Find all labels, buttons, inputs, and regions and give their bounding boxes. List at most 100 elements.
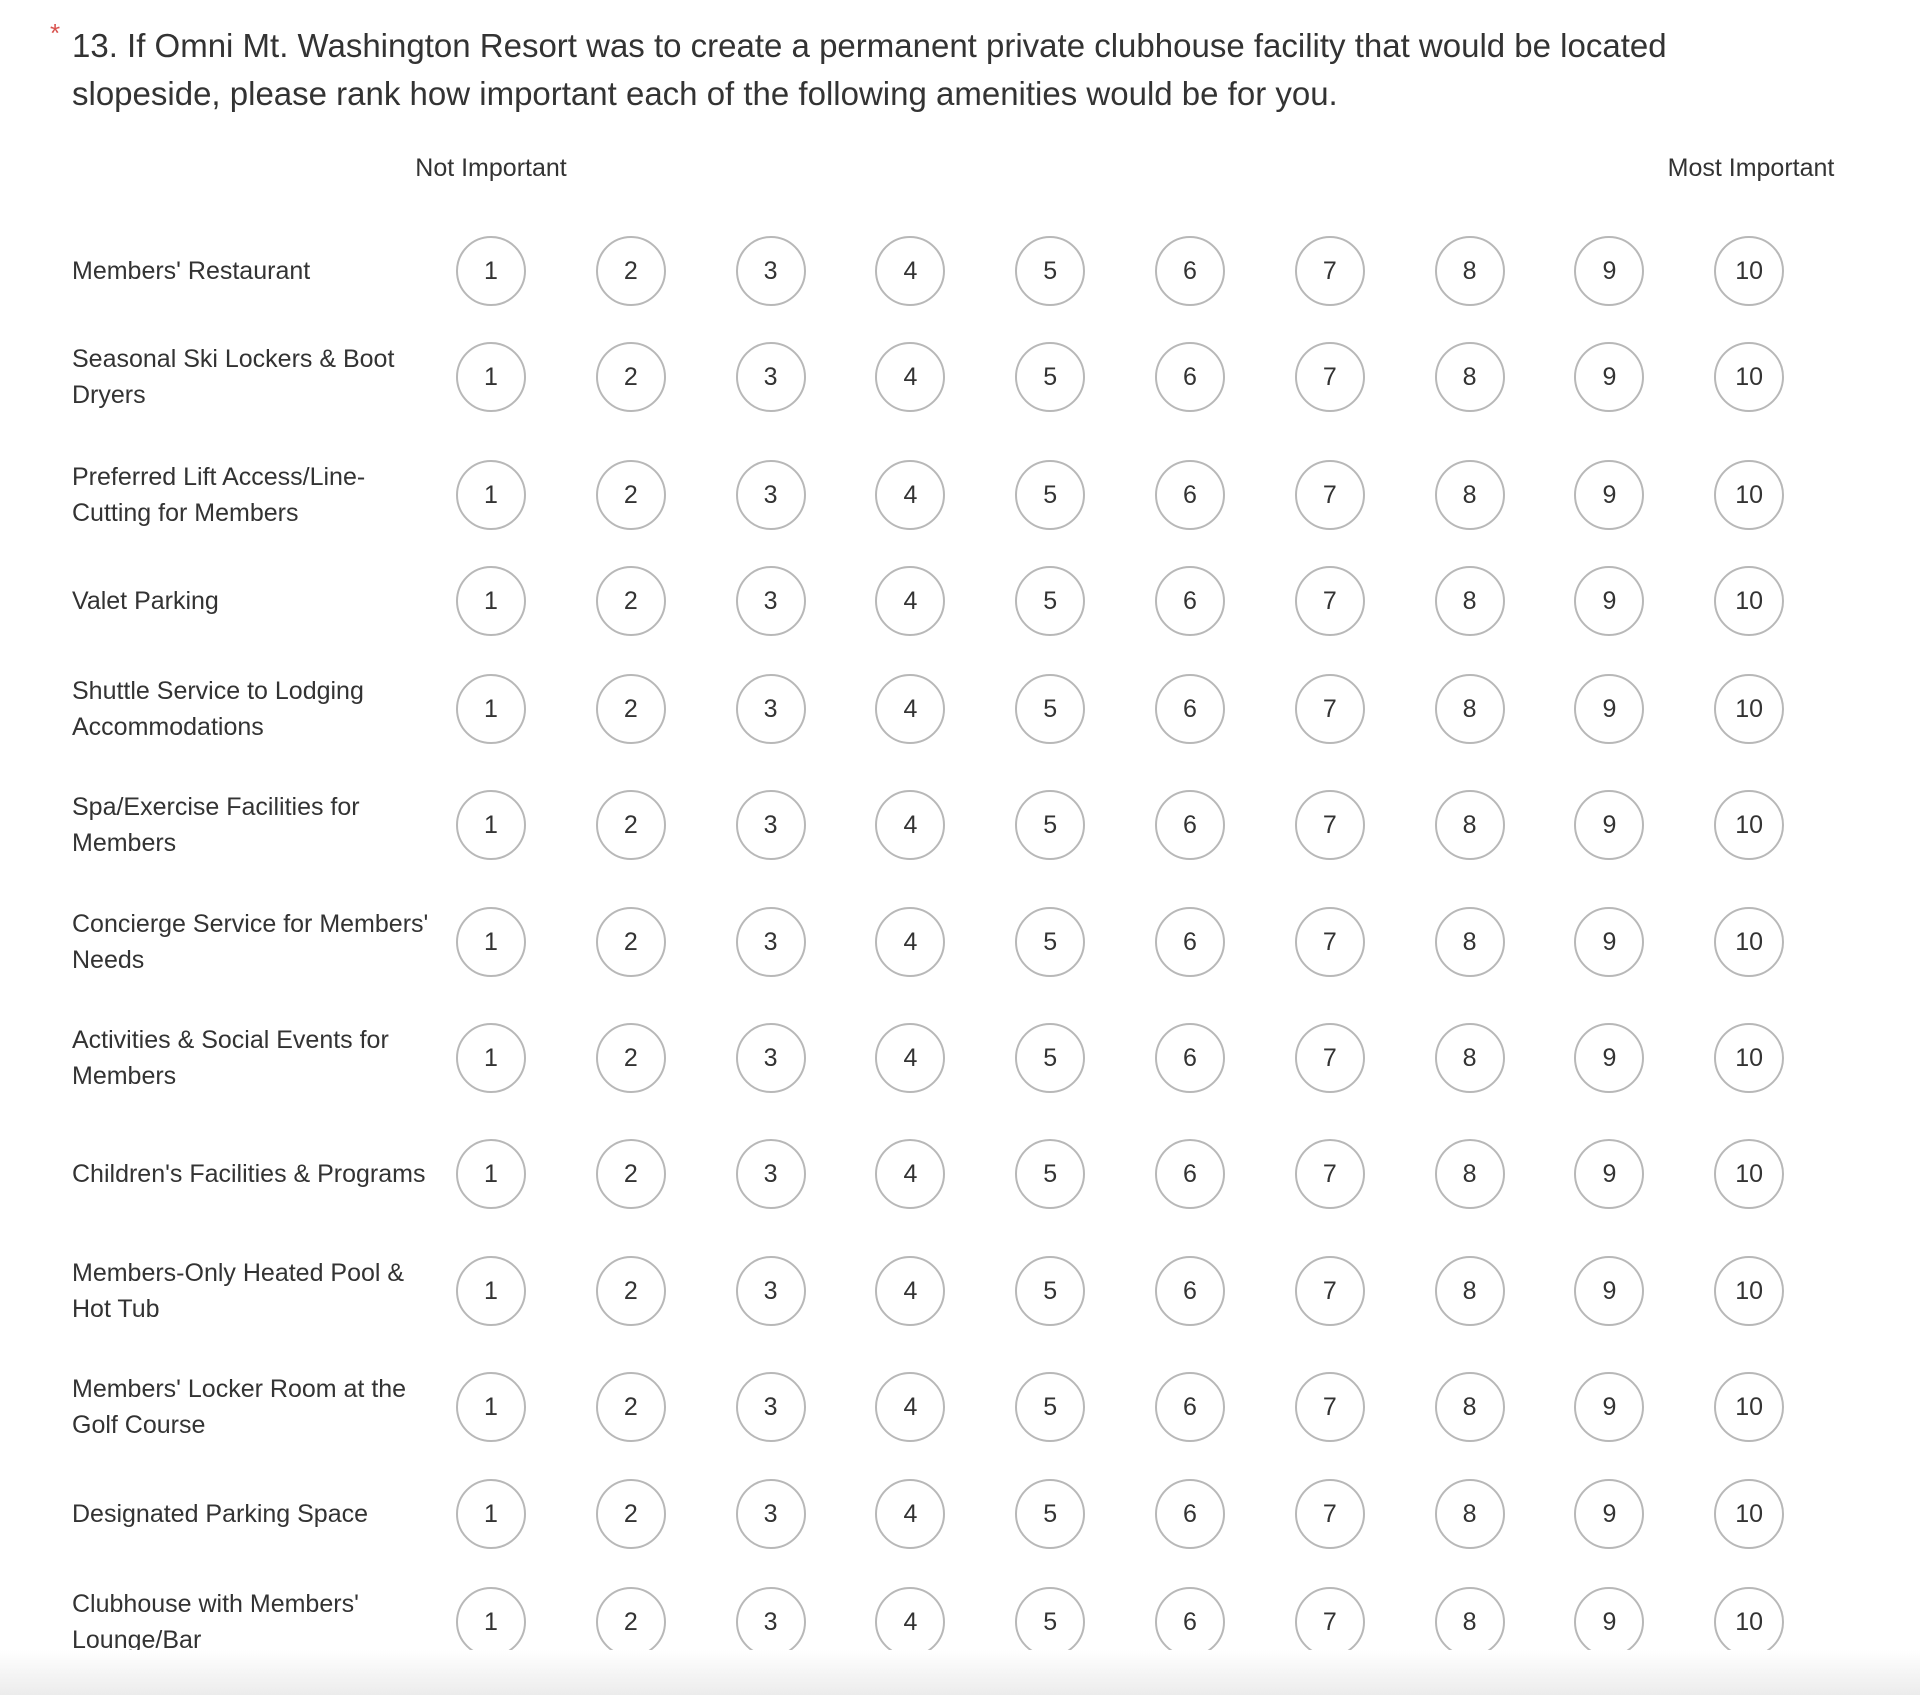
rating-option-5[interactable]: 5	[1015, 907, 1086, 977]
rating-option-9[interactable]: 9	[1574, 1372, 1645, 1442]
rating-option-8[interactable]: 8	[1434, 236, 1505, 306]
rating-option-3[interactable]: 3	[735, 1587, 806, 1657]
rating-option-10[interactable]: 10	[1714, 790, 1785, 860]
rating-option-8[interactable]: 8	[1434, 1023, 1505, 1093]
rating-option-4[interactable]: 4	[875, 1023, 946, 1093]
rating-option-3[interactable]: 3	[735, 1256, 806, 1326]
rating-option-7[interactable]: 7	[1294, 1587, 1365, 1657]
rating-option-10[interactable]: 10	[1714, 1139, 1785, 1209]
rating-option-3[interactable]: 3	[735, 236, 806, 306]
rating-option-1[interactable]: 1	[456, 674, 526, 744]
rating-option-1[interactable]: 1	[456, 342, 526, 412]
rating-option-4[interactable]: 4	[875, 460, 946, 530]
rating-option-2[interactable]: 2	[595, 1587, 666, 1657]
rating-option-9[interactable]: 9	[1574, 1587, 1645, 1657]
rating-option-6[interactable]: 6	[1155, 1256, 1225, 1326]
rating-option-10[interactable]: 10	[1714, 1023, 1785, 1093]
rating-option-3[interactable]: 3	[735, 1372, 806, 1442]
rating-option-10[interactable]: 10	[1714, 1587, 1785, 1657]
rating-option-7[interactable]: 7	[1294, 907, 1365, 977]
rating-option-9[interactable]: 9	[1574, 1479, 1645, 1549]
rating-option-8[interactable]: 8	[1434, 674, 1505, 744]
rating-option-6[interactable]: 6	[1155, 566, 1225, 636]
rating-option-4[interactable]: 4	[875, 566, 946, 636]
rating-option-9[interactable]: 9	[1574, 1256, 1645, 1326]
rating-option-9[interactable]: 9	[1574, 907, 1645, 977]
rating-option-7[interactable]: 7	[1294, 1256, 1365, 1326]
rating-option-9[interactable]: 9	[1574, 236, 1645, 306]
rating-option-7[interactable]: 7	[1294, 566, 1365, 636]
rating-option-10[interactable]: 10	[1714, 236, 1785, 306]
rating-option-4[interactable]: 4	[875, 1139, 946, 1209]
rating-option-5[interactable]: 5	[1015, 790, 1086, 860]
rating-option-1[interactable]: 1	[456, 1372, 526, 1442]
rating-option-7[interactable]: 7	[1294, 460, 1365, 530]
rating-option-5[interactable]: 5	[1015, 236, 1086, 306]
rating-option-2[interactable]: 2	[595, 674, 666, 744]
rating-option-5[interactable]: 5	[1015, 1479, 1086, 1549]
rating-option-8[interactable]: 8	[1434, 907, 1505, 977]
rating-option-1[interactable]: 1	[456, 236, 526, 306]
rating-option-4[interactable]: 4	[875, 1256, 946, 1326]
rating-option-9[interactable]: 9	[1574, 566, 1645, 636]
rating-option-2[interactable]: 2	[595, 1139, 666, 1209]
rating-option-2[interactable]: 2	[595, 1479, 666, 1549]
rating-option-2[interactable]: 2	[595, 790, 666, 860]
rating-option-5[interactable]: 5	[1015, 1372, 1086, 1442]
rating-option-3[interactable]: 3	[735, 342, 806, 412]
rating-option-8[interactable]: 8	[1434, 342, 1505, 412]
rating-option-6[interactable]: 6	[1155, 236, 1225, 306]
rating-option-10[interactable]: 10	[1714, 460, 1785, 530]
rating-option-9[interactable]: 9	[1574, 674, 1645, 744]
rating-option-10[interactable]: 10	[1714, 1256, 1785, 1326]
rating-option-7[interactable]: 7	[1294, 236, 1365, 306]
rating-option-3[interactable]: 3	[735, 1023, 806, 1093]
rating-option-1[interactable]: 1	[456, 1139, 526, 1209]
rating-option-8[interactable]: 8	[1434, 1256, 1505, 1326]
rating-option-8[interactable]: 8	[1434, 1479, 1505, 1549]
rating-option-5[interactable]: 5	[1015, 1587, 1086, 1657]
rating-option-9[interactable]: 9	[1574, 1023, 1645, 1093]
rating-option-6[interactable]: 6	[1155, 674, 1225, 744]
rating-option-1[interactable]: 1	[456, 790, 526, 860]
rating-option-6[interactable]: 6	[1155, 790, 1225, 860]
rating-option-3[interactable]: 3	[735, 790, 806, 860]
rating-option-7[interactable]: 7	[1294, 1139, 1365, 1209]
rating-option-4[interactable]: 4	[875, 790, 946, 860]
rating-option-7[interactable]: 7	[1294, 1372, 1365, 1442]
rating-option-5[interactable]: 5	[1015, 674, 1086, 744]
rating-option-10[interactable]: 10	[1714, 907, 1785, 977]
rating-option-8[interactable]: 8	[1434, 790, 1505, 860]
rating-option-6[interactable]: 6	[1155, 460, 1225, 530]
rating-option-2[interactable]: 2	[595, 1023, 666, 1093]
rating-option-6[interactable]: 6	[1155, 1023, 1225, 1093]
rating-option-10[interactable]: 10	[1714, 1372, 1785, 1442]
rating-option-4[interactable]: 4	[875, 236, 946, 306]
rating-option-3[interactable]: 3	[735, 674, 806, 744]
rating-option-3[interactable]: 3	[735, 1479, 806, 1549]
rating-option-3[interactable]: 3	[735, 1139, 806, 1209]
rating-option-6[interactable]: 6	[1155, 1479, 1225, 1549]
rating-option-2[interactable]: 2	[595, 1372, 666, 1442]
rating-option-1[interactable]: 1	[456, 1023, 526, 1093]
rating-option-8[interactable]: 8	[1434, 566, 1505, 636]
rating-option-5[interactable]: 5	[1015, 1256, 1086, 1326]
rating-option-10[interactable]: 10	[1714, 566, 1785, 636]
rating-option-7[interactable]: 7	[1294, 342, 1365, 412]
rating-option-10[interactable]: 10	[1714, 1479, 1785, 1549]
rating-option-2[interactable]: 2	[595, 460, 666, 530]
rating-option-2[interactable]: 2	[595, 236, 666, 306]
rating-option-8[interactable]: 8	[1434, 1587, 1505, 1657]
rating-option-1[interactable]: 1	[456, 907, 526, 977]
rating-option-5[interactable]: 5	[1015, 1139, 1086, 1209]
rating-option-1[interactable]: 1	[456, 1256, 526, 1326]
rating-option-8[interactable]: 8	[1434, 460, 1505, 530]
rating-option-4[interactable]: 4	[875, 1479, 946, 1549]
rating-option-4[interactable]: 4	[875, 674, 946, 744]
rating-option-4[interactable]: 4	[875, 342, 946, 412]
rating-option-3[interactable]: 3	[735, 460, 806, 530]
rating-option-6[interactable]: 6	[1155, 907, 1225, 977]
rating-option-6[interactable]: 6	[1155, 1372, 1225, 1442]
rating-option-5[interactable]: 5	[1015, 460, 1086, 530]
rating-option-6[interactable]: 6	[1155, 1139, 1225, 1209]
